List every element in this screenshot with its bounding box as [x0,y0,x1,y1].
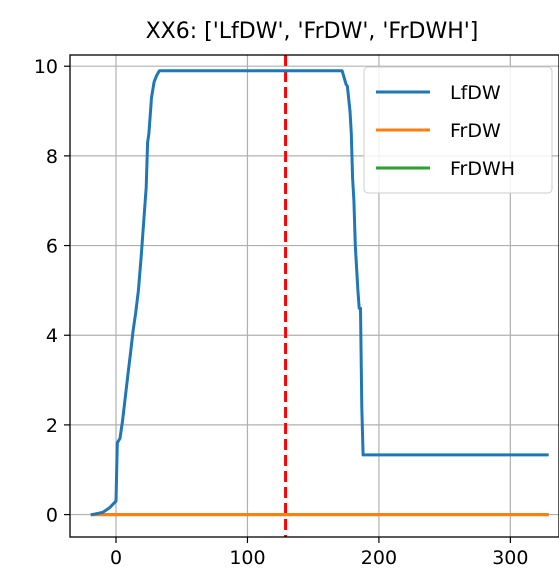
legend-box [363,66,553,194]
chart-title: XX6: ['LfDW', 'FrDW', 'FrDWH'] [146,19,479,44]
y-tick-label-1: 2 [46,415,58,437]
x-tick-label-3: 300 [492,547,528,569]
y-tick-label-0: 0 [46,505,58,527]
x-tick-label-2: 200 [361,547,397,569]
tick-layer: 0 100 200 300 0 2 4 6 8 10 [34,56,529,569]
y-tick-label-5: 10 [34,56,58,78]
legend-label-frdwh: FrDWH [450,158,515,180]
x-tick-label-0: 0 [110,547,122,569]
plot-frame [69,54,559,538]
x-tick-label-1: 100 [229,547,265,569]
y-tick-label-2: 4 [46,325,58,347]
legend: LfDW FrDW FrDWH [363,66,553,194]
y-tick-label-4: 8 [46,146,58,168]
y-tick-label-3: 6 [46,236,58,258]
legend-label-frdw: FrDW [450,120,501,142]
series-line-lfdw [90,69,549,517]
legend-label-lfdw: LfDW [450,82,501,104]
series-layer [90,69,549,517]
